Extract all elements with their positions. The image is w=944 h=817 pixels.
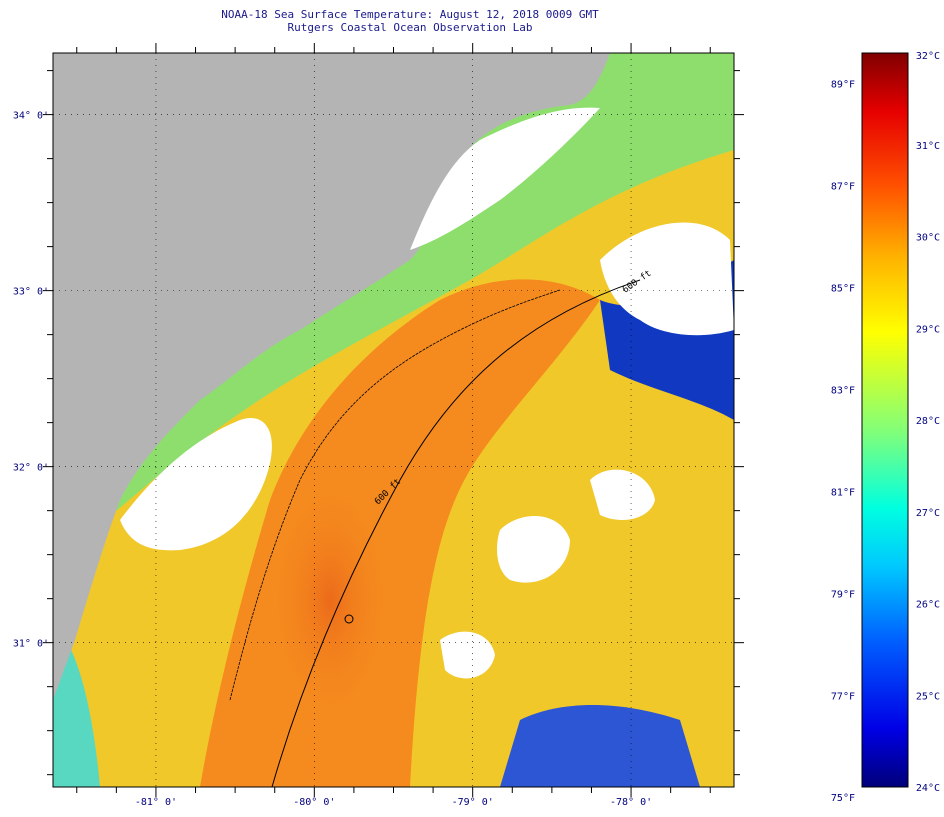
celsius-label: 31°C xyxy=(916,141,940,152)
lat-label: 32° 0' xyxy=(13,463,49,474)
map-title: NOAA-18 Sea Surface Temperature: August … xyxy=(221,8,599,21)
fahrenheit-label: 83°F xyxy=(831,385,855,396)
celsius-label: 29°C xyxy=(916,324,940,335)
celsius-label: 30°C xyxy=(916,233,940,244)
lat-label: 31° 0' xyxy=(13,639,49,650)
lon-label: -80° 0' xyxy=(293,797,335,808)
sst-map: 600 ft 600 ft xyxy=(53,53,734,787)
graticule xyxy=(53,53,734,787)
latitude-labels: 34° 0' 33° 0' 32° 0' 31° 0' xyxy=(13,111,49,650)
axis-ticks xyxy=(43,43,744,797)
fahrenheit-label: 85°F xyxy=(831,283,855,294)
celsius-label: 24°C xyxy=(916,783,940,794)
fahrenheit-scale: 89°F 87°F 85°F 83°F 81°F 79°F 77°F 75°F xyxy=(831,80,855,805)
isobath-line-shelf xyxy=(229,289,561,701)
cloud-offshore-center xyxy=(497,516,570,583)
cloud-coast-south xyxy=(120,418,272,551)
lon-label: -79° 0' xyxy=(452,797,494,808)
fahrenheit-label: 79°F xyxy=(831,589,855,600)
lon-label: -78° 0' xyxy=(610,797,652,808)
celsius-label: 28°C xyxy=(916,416,940,427)
isobath-line-deep xyxy=(271,279,641,787)
map-subtitle: Rutgers Coastal Ocean Observation Lab xyxy=(287,21,533,34)
fahrenheit-label: 89°F xyxy=(831,80,855,91)
celsius-label: 27°C xyxy=(916,508,940,519)
land-mass xyxy=(53,53,610,700)
celsius-label: 32°C xyxy=(916,51,940,62)
celsius-label: 25°C xyxy=(916,691,940,702)
celsius-label: 26°C xyxy=(916,600,940,611)
cold-patch-south xyxy=(500,705,700,787)
cloud-offshore-east xyxy=(590,469,655,520)
warm-core xyxy=(270,480,390,720)
longitude-labels: -81° 0' -80° 0' -79° 0' -78° 0' xyxy=(135,797,652,808)
lon-label: -81° 0' xyxy=(135,797,177,808)
fahrenheit-label: 77°F xyxy=(831,691,855,702)
marker-circle xyxy=(344,614,354,624)
cloud-offshore-south xyxy=(440,631,495,679)
cloud-coast-north xyxy=(410,107,600,250)
lat-label: 33° 0' xyxy=(13,287,49,298)
lat-label: 34° 0' xyxy=(13,111,49,122)
cloud-offshore-ne xyxy=(600,222,734,336)
fahrenheit-label: 87°F xyxy=(831,182,855,193)
celsius-scale: 32°C 31°C 30°C 29°C 28°C 27°C 26°C 25°C 24°C xyxy=(916,51,940,794)
fahrenheit-label: 81°F xyxy=(831,487,855,498)
color-scale-bar xyxy=(861,52,909,788)
fahrenheit-label: 75°F xyxy=(831,793,855,804)
